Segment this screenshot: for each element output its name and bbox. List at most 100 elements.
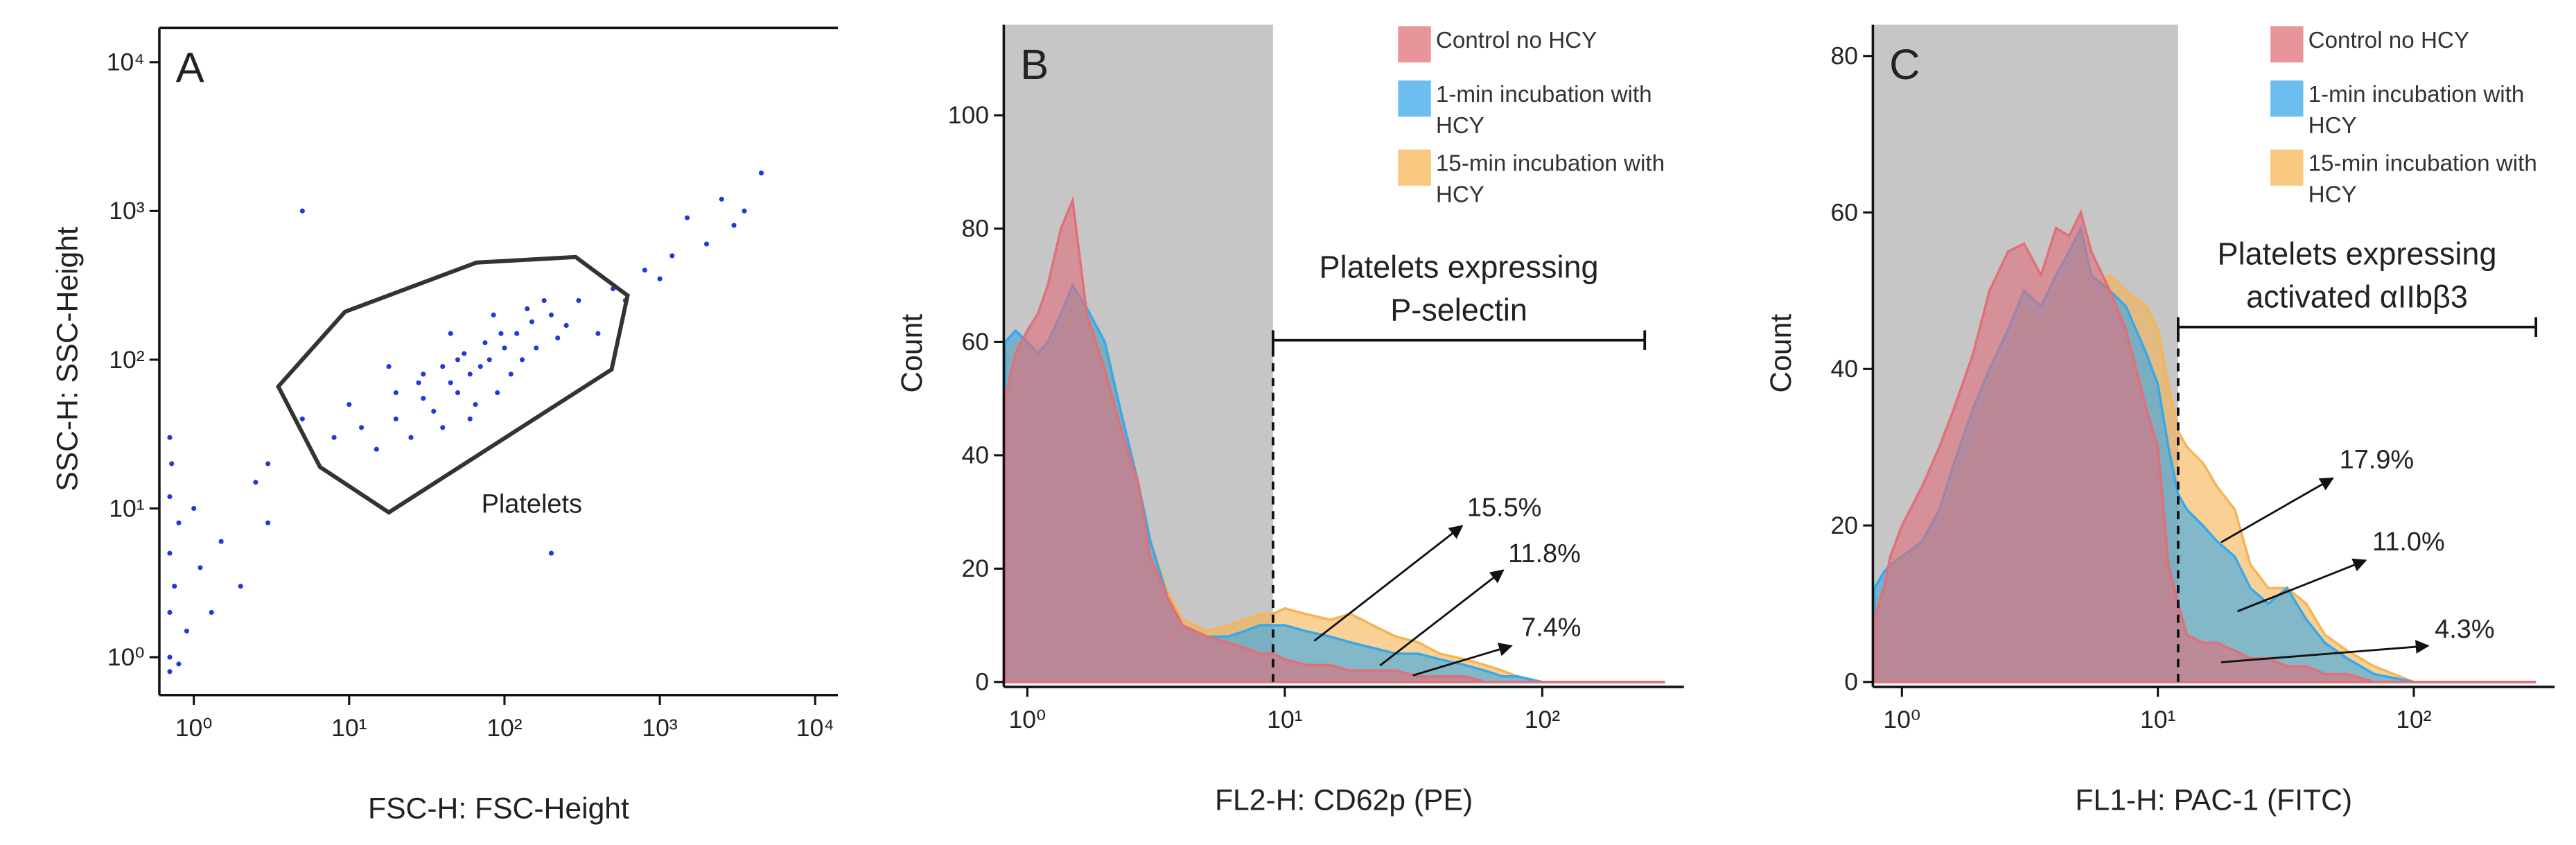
histogram-area (1873, 209, 2536, 683)
arrow (1379, 569, 1505, 667)
percent-label: 15.5% (1467, 493, 1541, 522)
y-axis-label: SSC-H: SSC-Height (51, 227, 84, 491)
point (238, 584, 243, 589)
gate-label: Platelets expressing (2218, 236, 2497, 272)
legend-item: 15-min incubation with HCY (1436, 150, 1665, 207)
y-tick-label: 10⁰ (107, 643, 145, 671)
y-tick-label: 10⁴ (107, 49, 145, 76)
point (473, 401, 478, 408)
x-axis-label: FL1-H: PAC-1 (FITC) (2075, 784, 2352, 817)
percent-label: 7.4% (1521, 613, 1581, 642)
panel-letter: A (176, 44, 204, 92)
y-tick-label: 20 (962, 555, 990, 582)
point (176, 520, 182, 525)
point (440, 364, 446, 369)
arrow (1313, 525, 1464, 642)
y-tick-label: 10² (109, 346, 145, 374)
legend-label: Control no HCY (2308, 26, 2470, 53)
gate-label: Platelets (482, 490, 582, 519)
y-tick-label: 60 (962, 328, 990, 356)
point (719, 196, 724, 202)
point (167, 609, 173, 616)
point (514, 331, 520, 336)
point (703, 241, 710, 247)
x-tick-label: 10² (487, 714, 523, 742)
legend-swatch (2270, 149, 2304, 186)
point (467, 372, 473, 377)
point (386, 364, 392, 369)
point (642, 268, 647, 273)
y-tick-label: 60 (1831, 198, 1859, 226)
legend-item: 15-min incubation with HCY (2308, 150, 2537, 207)
gate-polygon (275, 254, 630, 515)
point (548, 312, 554, 317)
point (519, 357, 525, 363)
point (455, 357, 461, 363)
point (669, 253, 675, 259)
gate-label: activated αIIbβ3 (2246, 279, 2468, 314)
point (548, 550, 554, 556)
legend-item: 1-min incubation with HCY (2308, 80, 2525, 139)
point (331, 435, 337, 440)
point (176, 661, 182, 667)
y-tick-label: 10³ (109, 197, 145, 225)
x-tick-label: 10¹ (1267, 706, 1303, 733)
panel: Platelets expressing P-selectin 15.5% 11.8%… (895, 24, 1684, 817)
x-tick-label: 10¹ (2140, 706, 2176, 733)
point (167, 435, 173, 440)
point (502, 345, 507, 351)
y-tick-label: 80 (1831, 42, 1859, 70)
y-tick-label: 80 (962, 215, 990, 243)
point (416, 380, 421, 385)
point (657, 276, 663, 281)
point (184, 628, 189, 634)
point (374, 446, 379, 452)
x-axis-label: FL2-H: CD62p (PE) (1215, 784, 1473, 817)
panel-letter: C (1889, 41, 1920, 89)
point (218, 539, 224, 544)
y-tick-label: 40 (962, 442, 990, 469)
point (742, 208, 747, 214)
x-tick-label: 10⁰ (1883, 706, 1920, 733)
point (477, 364, 483, 369)
y-tick-label: 100 (948, 101, 989, 129)
point (684, 215, 690, 220)
point (172, 584, 177, 589)
point (393, 416, 398, 421)
x-tick-label: 10⁴ (796, 714, 834, 742)
point (167, 669, 173, 674)
point (563, 322, 569, 329)
point (448, 331, 453, 336)
point (758, 171, 764, 176)
point (421, 396, 426, 401)
point (299, 208, 305, 214)
point (191, 505, 197, 512)
point (529, 319, 534, 324)
panel: Platelets expressing activated αIIbβ3 17.9… (1764, 24, 2555, 817)
legend-label: Control no HCY (1435, 26, 1597, 53)
legend-label: 1-min incubation with HCY (2308, 80, 2525, 139)
x-tick-label: 10¹ (331, 714, 367, 742)
point (498, 331, 504, 336)
point (508, 372, 514, 377)
point (169, 461, 175, 467)
legend-item: Control no HCY (2308, 26, 2470, 53)
percent-label: 4.3% (2435, 615, 2494, 644)
point (421, 372, 426, 377)
point (495, 390, 500, 396)
y-tick-label: 40 (1831, 355, 1859, 383)
legend-swatch (2270, 80, 2304, 117)
x-tick-label: 10² (2396, 706, 2432, 733)
x-tick-label: 10³ (642, 714, 678, 742)
point (455, 390, 461, 396)
legend-swatch (1398, 26, 1431, 63)
point (482, 340, 488, 346)
legend-swatch (1398, 80, 1431, 117)
y-tick-label: 0 (975, 668, 989, 696)
point (167, 654, 173, 660)
arrow (2220, 477, 2334, 543)
point (198, 565, 203, 570)
gate-label: Platelets expressing (1320, 250, 1599, 285)
